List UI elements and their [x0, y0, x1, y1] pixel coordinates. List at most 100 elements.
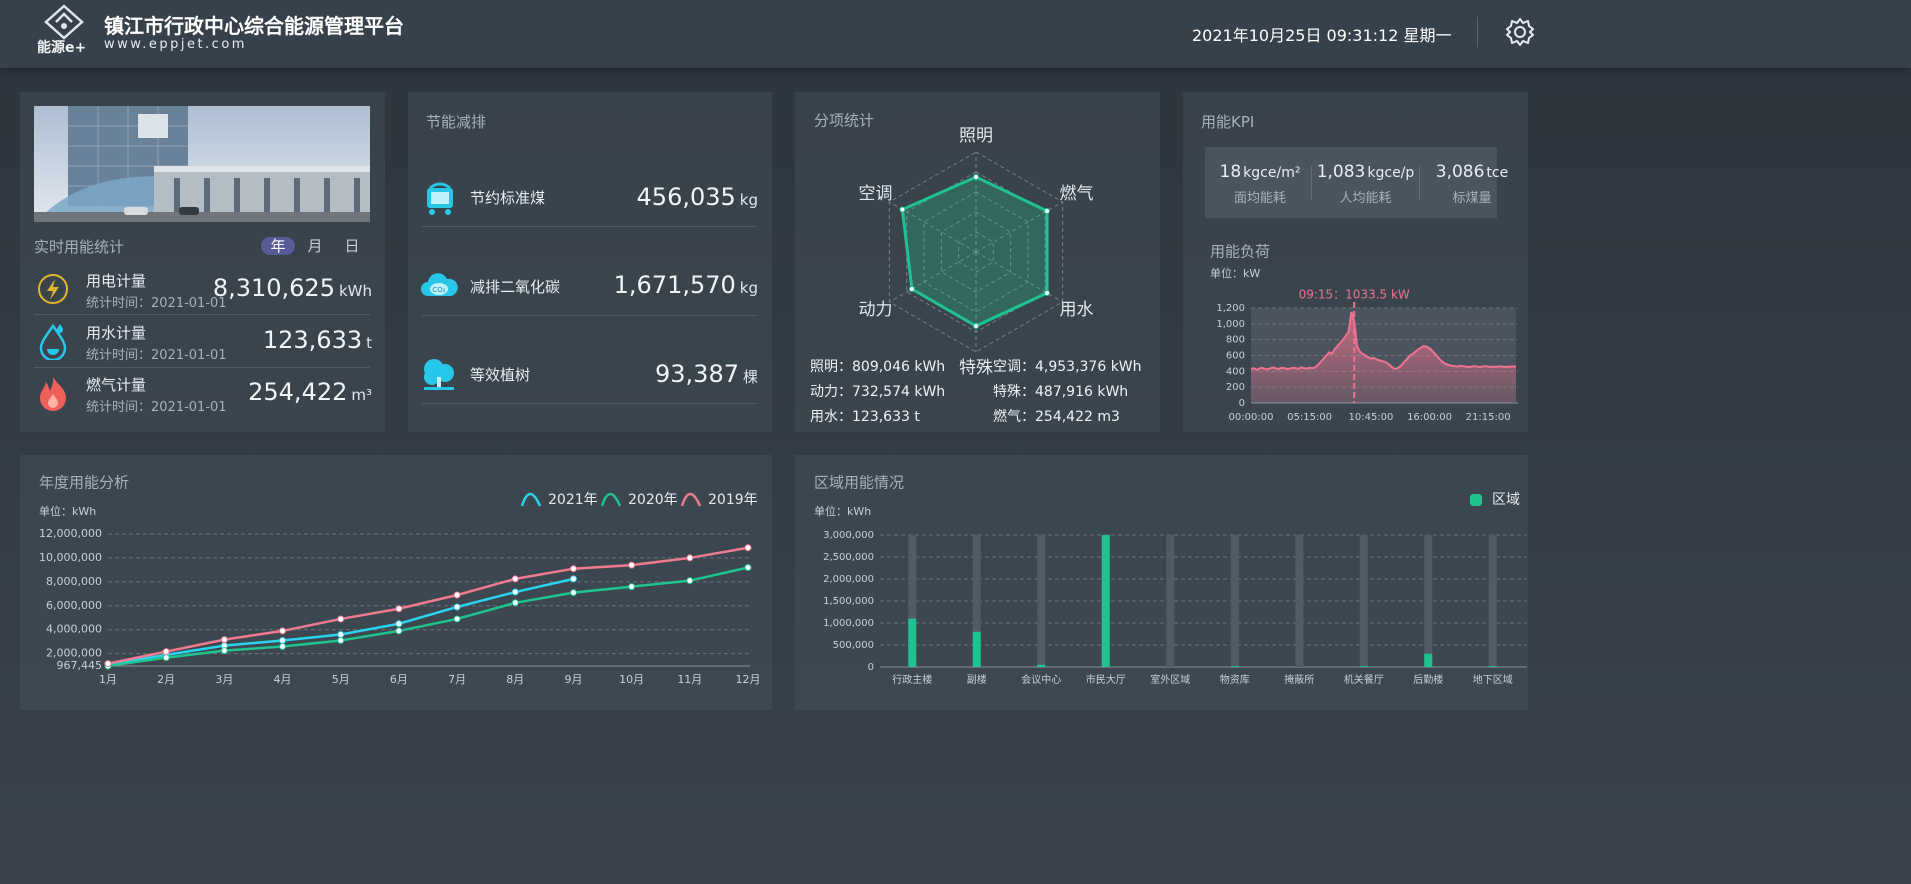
x-tick-label: 机关餐厅: [1344, 673, 1384, 686]
y-tick-label: 500,000: [833, 640, 874, 651]
item-value: 254,422 m³: [200, 378, 372, 406]
tab[interactable]: 日: [344, 237, 360, 255]
axis-label: 动力: [859, 300, 893, 320]
y-tick-label: 600: [1226, 351, 1245, 362]
bar-track: [908, 535, 917, 667]
y-tick-label: 8,000,000: [46, 575, 102, 588]
legend-swatch: [1470, 494, 1482, 506]
radar-point: [973, 323, 979, 329]
value: 456,035: [636, 183, 736, 211]
y-tick-label: 2,000,000: [823, 574, 874, 585]
tab[interactable]: 月: [307, 237, 323, 255]
unit: kg: [739, 279, 758, 297]
point: [511, 575, 519, 583]
line: [107, 566, 749, 668]
y-tick-label: 1,500,000: [823, 596, 874, 607]
x-tick-label: 12月: [736, 673, 761, 686]
value: 18: [1219, 162, 1242, 182]
x-tick-label: 10月: [619, 673, 644, 686]
point: [628, 583, 636, 591]
app-url: www.eppjet.com: [104, 37, 247, 52]
bar-track: [1295, 535, 1304, 667]
stat-text: 空调：4,953,376 kWh: [993, 359, 1142, 375]
y-tick-label: 6,000,000: [46, 599, 102, 612]
stat-text: 动力：732,574 kWh: [810, 384, 945, 400]
kpi-label: 面均能耗: [1233, 191, 1286, 206]
y-tick-label: 200: [1226, 382, 1245, 393]
x-tick-label: 2月: [157, 673, 175, 686]
x-tick-label: 4月: [274, 673, 292, 686]
point: [453, 591, 461, 599]
app-title: 镇江市行政中心综合能源管理平台: [104, 14, 404, 38]
point: [279, 642, 287, 650]
bar: [1424, 653, 1433, 667]
separator: [34, 314, 370, 315]
item-name: 减排二氧化碳: [470, 278, 561, 296]
point: [569, 565, 577, 573]
radar-point: [1044, 208, 1051, 214]
bar: [972, 631, 981, 667]
kpi-box: [1205, 147, 1497, 218]
radar-spoke: [975, 251, 1063, 303]
value: 93,387: [655, 360, 739, 388]
unit: kgce/m²: [1243, 165, 1301, 181]
gas-icon: [40, 376, 66, 411]
point: [511, 599, 519, 607]
saving-panel: [408, 92, 772, 432]
point: [453, 615, 461, 623]
legend-swatch: [600, 492, 622, 507]
value: 254,422: [248, 378, 348, 406]
x-tick-label: 室外区域: [1150, 673, 1190, 686]
x-tick-label: 9月: [564, 673, 582, 686]
divider: [1311, 166, 1312, 200]
point: [569, 589, 577, 597]
bar: [1488, 666, 1497, 667]
y-tick-label: 800: [1226, 335, 1245, 346]
annotation: 09:15：1033.5 kW: [1299, 288, 1410, 302]
separator: [422, 226, 757, 227]
legend-label: 区域: [1492, 492, 1520, 508]
value: 1,671,570: [613, 271, 736, 299]
area: [1251, 311, 1516, 403]
axis-label: 特殊: [959, 358, 993, 378]
unit: 棵: [742, 368, 758, 386]
y-tick-label: 10,000,000: [39, 551, 102, 564]
point: [279, 627, 287, 635]
x-tick-label: 7月: [448, 673, 466, 686]
coal-icon: [427, 182, 453, 215]
separator: [422, 403, 757, 404]
point: [337, 631, 345, 639]
kpi-value: 3,086 tce: [1420, 162, 1524, 182]
co2-icon: CO₂: [421, 273, 458, 296]
bar-track: [1037, 535, 1046, 667]
x-tick-label: 00:00:00: [1229, 412, 1274, 423]
stat-text: 特殊：487,916 kWh: [993, 384, 1128, 400]
x-tick-label: 副楼: [967, 673, 987, 686]
legend-label: 2021年: [548, 492, 598, 508]
x-tick-label: 掩蔽所: [1284, 673, 1314, 686]
datetime: 2021年10月25日 09:31:12 星期一: [1192, 26, 1452, 45]
item-value: 8,310,625 kWh: [200, 274, 372, 302]
unit: kgce/p: [1367, 165, 1415, 181]
item-name: 用电计量: [86, 272, 147, 290]
point: [686, 554, 694, 562]
x-tick-label: 11月: [677, 673, 702, 686]
y-tick-label: 2,000,000: [46, 647, 102, 660]
line: [1250, 311, 1517, 371]
item-time: 统计时间：2021-01-01: [86, 296, 227, 311]
item-name: 节约标准煤: [470, 189, 546, 207]
tab[interactable]: 年: [261, 237, 295, 255]
x-tick-label: 21:15:00: [1466, 412, 1511, 423]
item-name: 燃气计量: [86, 376, 147, 394]
settings-button[interactable]: [1505, 17, 1535, 47]
value: 3,086: [1435, 162, 1485, 182]
logo-icon: [44, 4, 84, 40]
bar: [908, 618, 917, 667]
x-tick-label: 物资库: [1220, 673, 1250, 686]
radar-panel: [795, 92, 1160, 432]
point: [744, 564, 752, 572]
radar-point: [899, 206, 906, 213]
legend-label: 2020年: [628, 492, 678, 508]
area-chart: 区域用能情况 单位：kWh 0 500,000 1,000,000 1,500,000…: [814, 474, 1527, 686]
